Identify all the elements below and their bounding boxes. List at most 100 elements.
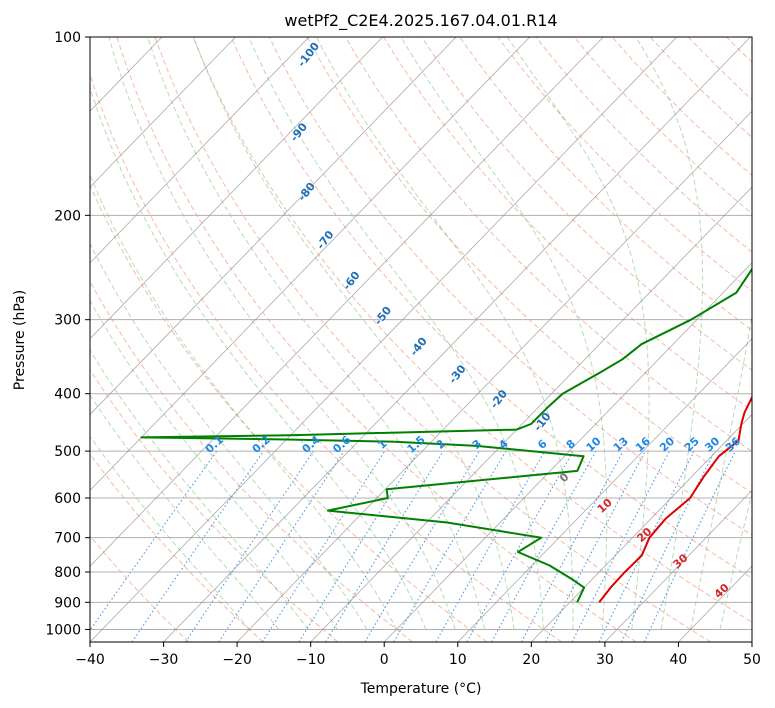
isotherm-gridline: [90, 37, 678, 642]
mixing-ratio-line: [643, 450, 736, 642]
dry-adiabat: [90, 368, 339, 642]
dry-adiabat: [306, 37, 752, 494]
moist-adiabat: [506, 37, 650, 630]
isotherm-gridline: [90, 37, 383, 340]
y-tick-label: 1000: [45, 622, 81, 638]
dry-adiabat: [688, 37, 752, 101]
isotherm-gridline: [383, 262, 752, 642]
mixing-ratio-line: [325, 450, 444, 642]
isotherm-gridline: [90, 37, 531, 491]
y-tick-label: 300: [54, 313, 81, 329]
profile-lines: [140, 267, 752, 603]
dry-adiabat: [268, 37, 752, 536]
mixing-ratio-line: [364, 450, 480, 642]
moist-adiabat: [316, 37, 574, 630]
y-tick-label: 400: [54, 387, 81, 403]
isotherm-gridline: [163, 37, 751, 642]
moist-adiabat: [90, 349, 309, 630]
dry-adiabat-label: -50: [372, 304, 395, 328]
moist-adiabat: [147, 37, 486, 630]
moist-adiabat: [193, 37, 515, 630]
isotherm-gridline: [604, 489, 752, 642]
dry-adiabat-label: -60: [340, 269, 363, 293]
mixing-ratio-label: 0.4: [300, 433, 323, 456]
dry-adiabat-label: -20: [488, 387, 511, 411]
moist-adiabat-label: 40: [712, 581, 732, 601]
dry-adiabat: [90, 535, 190, 642]
mixing-ratio-label: 6: [535, 437, 550, 452]
x-tick-label: 40: [670, 652, 688, 668]
background-lines: [90, 37, 775, 642]
mixing-ratio-line: [571, 450, 670, 642]
dry-adiabat: [230, 37, 752, 579]
dry-adiabat: [90, 453, 264, 642]
mixing-ratio-line: [185, 450, 314, 642]
x-axis-label: Temperature (°C): [360, 681, 482, 697]
mixing-ratio-line: [393, 450, 507, 642]
x-tick-label: 30: [596, 652, 614, 668]
x-tick-label: 50: [743, 652, 761, 668]
isotherm-gridline: [90, 37, 310, 264]
mixing-ratio-line: [298, 450, 419, 642]
dry-adiabat-label: -90: [288, 120, 311, 144]
isotherm-gridline: [90, 37, 457, 416]
dry-adiabat-label: -40: [407, 335, 430, 359]
mixing-ratio-line: [521, 450, 624, 642]
dry-adiabat: [90, 184, 488, 642]
y-tick-label: 200: [54, 208, 81, 224]
dry-adiabat: [611, 37, 752, 176]
mixing-ratio-line: [218, 450, 345, 642]
dry-adiabat: [765, 37, 775, 642]
isotherm-gridline: [751, 641, 752, 642]
moist-adiabat-label: 20: [634, 525, 654, 545]
x-tick-label: 10: [449, 652, 467, 668]
y-tick-label: 700: [54, 531, 81, 547]
x-tick-label: −10: [296, 652, 326, 668]
dry-adiabat-label: -30: [446, 362, 469, 386]
dry-adiabat-label: -10: [531, 410, 554, 434]
temperature-profile: [598, 395, 752, 603]
mixing-ratio-line: [491, 450, 597, 642]
mixing-ratio-label: 2: [434, 437, 448, 452]
isotherm-gridline: [236, 110, 752, 642]
dewpoint-profile: [140, 267, 752, 603]
y-tick-label: 900: [54, 595, 81, 611]
mixing-ratio-label: 1.5: [405, 433, 428, 456]
moist-adiabat: [719, 491, 752, 630]
y-tick-label: 600: [54, 491, 81, 507]
mixing-ratio-line: [621, 450, 716, 642]
mixing-ratio-label: 3: [470, 437, 484, 452]
plot-frame: [89, 36, 753, 643]
x-tick-label: −20: [222, 652, 252, 668]
x-tick-label: 0: [380, 652, 389, 668]
moist-adiabat: [90, 435, 250, 630]
moist-adiabat: [90, 174, 397, 630]
dry-adiabat: [383, 37, 752, 412]
moist-adiabat: [90, 299, 338, 630]
mixing-ratio-line: [466, 450, 574, 642]
dry-adiabat-label: -70: [314, 228, 337, 252]
mixing-ratio-line: [131, 450, 265, 642]
moist-adiabat: [90, 394, 280, 630]
x-tick-label: −30: [149, 652, 179, 668]
moist-adiabat: [108, 37, 456, 630]
moist-adiabat: [400, 37, 608, 630]
dry-adiabat: [497, 37, 752, 292]
dry-adiabat: [116, 37, 637, 642]
mixing-ratio-label: 0.6: [330, 433, 353, 456]
mixing-ratio-line: [90, 450, 218, 632]
mixing-ratio-label: 8: [564, 437, 578, 452]
y-tick-label: 500: [54, 444, 81, 460]
isotherm-gridline: [457, 338, 752, 642]
moist-adiabat: [690, 312, 752, 630]
axis-ticks: −40 −30 −20 −10 0 10 20 30 40 5010020030040050060…: [45, 30, 761, 668]
x-tick-label: −40: [75, 652, 105, 668]
isotherm-gridline: [90, 37, 604, 567]
isotherm-gridline: [310, 186, 752, 642]
dry-adiabat: [154, 37, 712, 642]
dry-adiabat: [649, 37, 752, 138]
y-axis-label: Pressure (hPa): [12, 290, 28, 390]
isotherm-gridline: [531, 413, 752, 642]
y-tick-label: 800: [54, 565, 81, 581]
